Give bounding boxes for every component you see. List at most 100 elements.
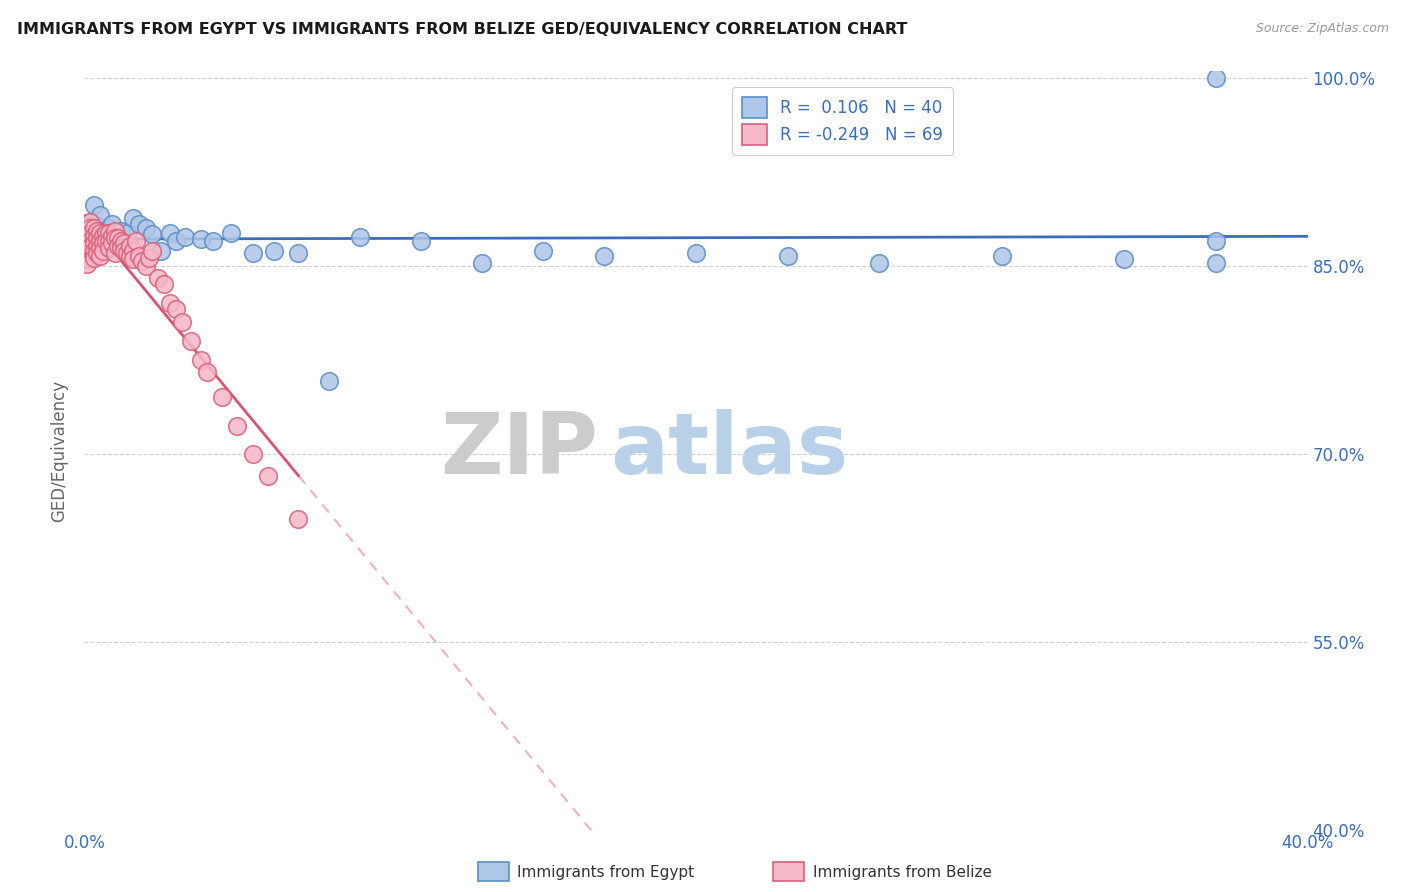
Point: [165, 234, 187, 248]
Point: [991, 249, 1014, 263]
Point: [79, 215, 101, 229]
Text: Immigrants from Egypt: Immigrants from Egypt: [517, 865, 695, 880]
Point: [1114, 252, 1136, 267]
Point: [101, 228, 124, 243]
Point: [318, 374, 340, 388]
Point: [287, 246, 309, 260]
Point: [141, 227, 163, 242]
Legend: R =  0.106   N = 40, R = -0.249   N = 69: R = 0.106 N = 40, R = -0.249 N = 69: [733, 87, 953, 154]
Point: [86, 223, 108, 237]
Point: [159, 226, 181, 240]
Point: [138, 251, 160, 265]
Point: [79, 234, 101, 248]
Point: [97, 226, 120, 240]
Point: [110, 234, 132, 248]
Point: [110, 241, 132, 255]
Point: [122, 252, 145, 267]
Point: [83, 235, 105, 250]
Point: [242, 246, 264, 260]
Point: [122, 211, 145, 225]
Point: [257, 469, 280, 483]
Point: [97, 241, 120, 255]
Point: [97, 234, 120, 248]
Point: [86, 219, 108, 233]
Point: [86, 231, 108, 245]
Point: [120, 238, 142, 252]
Text: Source: ZipAtlas.com: Source: ZipAtlas.com: [1256, 22, 1389, 36]
Point: [128, 217, 150, 231]
Point: [104, 226, 127, 240]
Point: [89, 241, 111, 255]
Point: [135, 221, 157, 235]
Point: [79, 215, 101, 229]
Point: [159, 296, 181, 310]
Point: [89, 234, 111, 248]
Point: [83, 221, 105, 235]
Point: [128, 249, 150, 263]
Point: [112, 235, 135, 250]
Point: [115, 226, 138, 240]
Point: [131, 253, 153, 268]
Point: [94, 227, 117, 242]
Point: [101, 217, 124, 231]
Point: [91, 228, 114, 243]
Point: [107, 238, 129, 252]
Point: [685, 246, 707, 260]
Point: [172, 315, 194, 329]
Point: [94, 234, 117, 248]
Point: [153, 277, 176, 292]
Point: [91, 225, 114, 239]
Point: [76, 235, 98, 250]
Point: [190, 352, 212, 367]
Point: [122, 244, 145, 258]
Text: IMMIGRANTS FROM EGYPT VS IMMIGRANTS FROM BELIZE GED/EQUIVALENCY CORRELATION CHAR: IMMIGRANTS FROM EGYPT VS IMMIGRANTS FROM…: [17, 22, 907, 37]
Point: [76, 241, 98, 255]
Point: [104, 223, 127, 237]
Point: [242, 447, 264, 461]
Point: [83, 198, 105, 212]
Point: [349, 229, 371, 244]
Point: [1205, 256, 1227, 270]
Point: [89, 226, 111, 240]
Point: [120, 249, 142, 263]
Point: [83, 228, 105, 243]
Text: atlas: atlas: [610, 409, 849, 492]
Point: [101, 235, 124, 250]
Point: [593, 249, 616, 263]
Point: [91, 235, 114, 250]
Point: [83, 244, 105, 258]
Point: [211, 390, 233, 404]
Point: [190, 232, 212, 246]
Point: [79, 227, 101, 242]
Point: [107, 231, 129, 245]
Point: [115, 246, 138, 260]
Point: [89, 249, 111, 263]
Point: [76, 223, 98, 237]
Point: [76, 257, 98, 271]
Point: [94, 226, 117, 240]
Point: [76, 252, 98, 267]
Point: [86, 246, 108, 260]
Point: [112, 244, 135, 258]
Text: Immigrants from Belize: Immigrants from Belize: [813, 865, 991, 880]
Point: [409, 234, 432, 248]
Point: [83, 251, 105, 265]
Point: [201, 234, 224, 248]
Point: [174, 229, 197, 244]
Point: [104, 246, 127, 260]
Point: [141, 244, 163, 258]
Point: [79, 240, 101, 254]
Point: [531, 244, 554, 258]
Point: [76, 246, 98, 260]
Point: [471, 256, 494, 270]
Point: [125, 234, 148, 248]
Point: [76, 229, 98, 244]
Point: [104, 231, 127, 245]
Point: [110, 223, 132, 237]
Point: [76, 219, 98, 233]
Point: [219, 226, 242, 240]
Point: [86, 238, 108, 252]
Point: [149, 244, 172, 258]
Point: [195, 365, 218, 379]
Point: [76, 217, 98, 231]
